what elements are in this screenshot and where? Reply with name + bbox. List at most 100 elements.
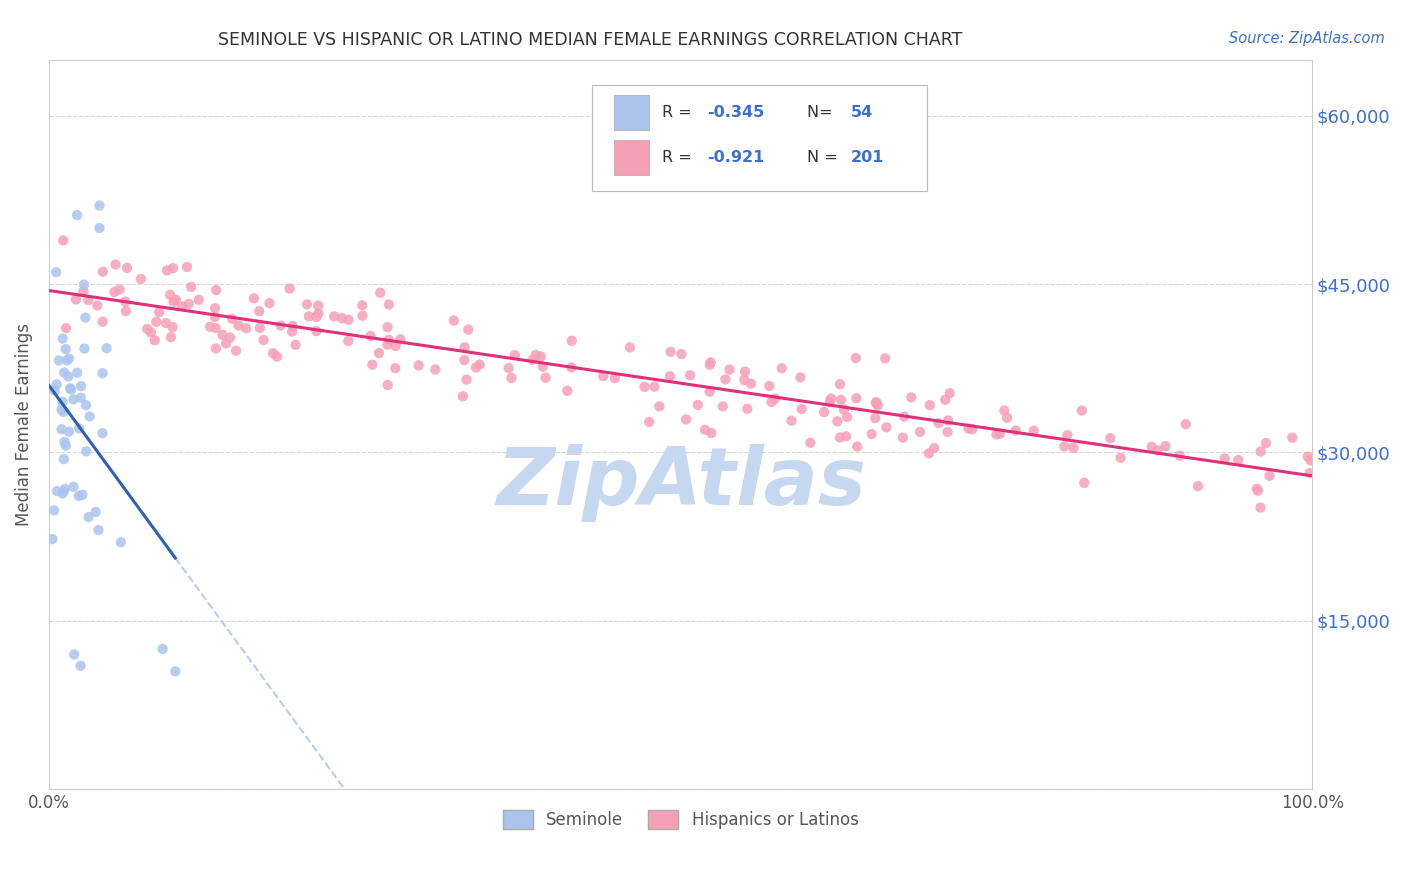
Text: 201: 201 [851,151,884,165]
Point [162,261,184,276]
Point [453,340,475,354]
Point [865,395,887,409]
Point [501,371,523,385]
Point [384,339,406,353]
Text: N =: N = [807,151,838,165]
Point [67,421,90,435]
Text: R =: R = [662,105,696,120]
Point [939,386,962,401]
Point [108,283,131,297]
Point [1298,466,1320,480]
Point [360,329,382,343]
Point [443,313,465,327]
Point [679,368,702,383]
Point [86,298,108,312]
Point [219,330,242,344]
Point [619,340,641,354]
Point [60,383,83,397]
Point [846,440,869,454]
Point [1187,479,1209,493]
Point [522,352,544,367]
Point [699,384,721,399]
Point [177,297,200,311]
Point [686,398,709,412]
Text: 54: 54 [851,105,873,120]
Point [77,510,100,524]
Point [70,379,93,393]
Text: ZipAtlas: ZipAtlas [496,444,866,522]
Point [957,421,980,435]
Point [592,369,614,384]
Point [44,503,66,517]
Point [53,482,76,496]
Point [52,484,75,499]
Point [69,658,91,673]
Point [603,371,626,385]
Text: -0.345: -0.345 [707,105,765,120]
Point [159,287,181,301]
Point [1168,449,1191,463]
Point [1140,440,1163,454]
Point [66,208,89,222]
Point [875,351,897,366]
Point [323,310,346,324]
Point [55,439,77,453]
Point [136,322,159,336]
Point [734,365,756,379]
Point [378,297,401,311]
Point [1299,453,1322,467]
Point [1154,439,1177,453]
Point [165,665,187,679]
Point [659,344,682,359]
FancyBboxPatch shape [592,85,927,191]
Point [75,310,97,325]
Point [48,353,70,368]
Point [1250,444,1272,458]
Point [845,351,868,365]
Point [1246,482,1268,496]
Point [891,431,914,445]
Point [368,346,391,360]
Point [51,486,73,500]
Point [1296,450,1319,464]
Point [281,318,304,333]
Point [69,391,91,405]
Point [860,427,883,442]
Point [52,234,75,248]
Point [1073,475,1095,490]
Point [91,426,114,441]
Point [55,342,77,356]
Point [1254,436,1277,450]
Point [648,400,671,414]
Point [555,384,578,398]
Point [211,327,233,342]
Point [908,425,931,439]
Point [835,409,858,424]
Point [813,405,835,419]
Point [79,409,101,424]
Point [700,425,723,440]
Point [73,342,96,356]
Point [56,353,79,368]
Point [1281,431,1303,445]
Point [352,309,374,323]
Point [305,324,328,338]
Point [377,337,399,351]
Point [72,488,94,502]
Point [59,381,82,395]
Text: -0.921: -0.921 [707,151,765,165]
Point [1109,450,1132,465]
Point [67,489,90,503]
Point [180,280,202,294]
Point [89,198,111,212]
Point [129,272,152,286]
Point [284,338,307,352]
Point [51,422,73,436]
Point [58,369,80,384]
Point [73,277,96,292]
Point [52,395,75,409]
Text: R =: R = [662,151,696,165]
Point [377,320,399,334]
Point [918,398,941,412]
Point [46,484,69,499]
